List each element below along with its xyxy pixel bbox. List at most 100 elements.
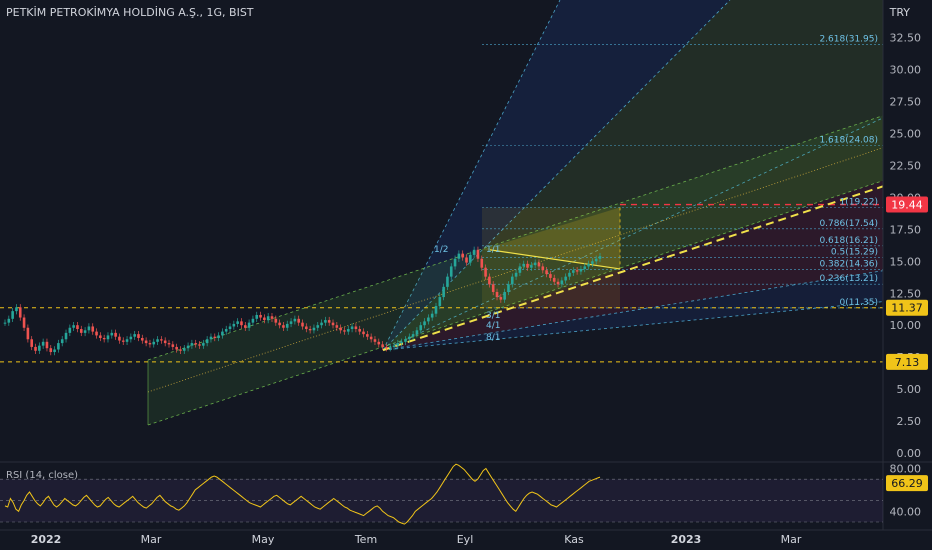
candle-body (79, 329, 83, 333)
candle-body (236, 321, 239, 324)
rsi-value-label: 66.29 (891, 477, 923, 490)
candle-body (560, 280, 564, 285)
gann-fan-sector-3 (383, 117, 883, 351)
candle-body (224, 329, 228, 332)
candle-body (282, 325, 285, 328)
candle-body (327, 320, 331, 323)
candle-body (68, 327, 72, 333)
candle-body (121, 340, 125, 342)
candle-body (141, 337, 144, 341)
candle-body (11, 311, 14, 319)
rsi-value-box (886, 475, 928, 492)
candle-body (396, 343, 400, 346)
candle-body (476, 249, 480, 259)
candle-body (572, 270, 575, 273)
fib-level-label: 0.786(17.54) (819, 219, 878, 229)
time-tick-label: Mar (141, 533, 162, 546)
candle-body (564, 276, 567, 281)
candle-body (160, 339, 163, 341)
candle-body (373, 339, 377, 342)
candle-body (488, 276, 491, 285)
rsi-pane: 80.00 40.00 66.29 (0, 461, 932, 525)
candle-body (41, 341, 45, 346)
rsi-line (4, 463, 601, 525)
candle-body (34, 346, 37, 351)
candle-body (465, 257, 468, 263)
candle-body (179, 349, 182, 351)
candle-body (419, 325, 423, 331)
price-label-box (886, 196, 928, 213)
price-tick-label: 15.00 (890, 255, 922, 268)
candle-body (213, 336, 217, 338)
fib-level-label: 1.618(24.08) (819, 135, 878, 145)
candle-body (175, 346, 178, 350)
candle-body (148, 343, 152, 345)
candle-body (579, 268, 583, 272)
candle-body (415, 330, 419, 335)
candle-body (381, 344, 384, 347)
candle-body (491, 284, 495, 292)
price-tick-label: 10.00 (890, 319, 922, 332)
candle-body (186, 345, 190, 349)
candle-body (125, 339, 129, 342)
gann-label: 1/2 (434, 245, 448, 255)
gann-label: 1/1 (486, 245, 500, 255)
candle-body (598, 256, 602, 259)
candle-body (259, 314, 262, 318)
candle-body (556, 281, 560, 285)
candle-body (15, 307, 18, 312)
candle-body (461, 253, 464, 258)
candle-body (232, 323, 236, 327)
candle-body (343, 330, 346, 332)
candle-body (568, 272, 571, 277)
candle-body (95, 331, 98, 336)
price-label-text: 19.44 (891, 199, 923, 212)
candle-body (423, 321, 426, 326)
candle-body (449, 266, 453, 277)
candle-body (289, 321, 293, 324)
candle-body (156, 339, 159, 342)
candle-body (72, 325, 75, 328)
fib-level-label: 1(19.22) (839, 197, 878, 207)
candle-body (587, 263, 590, 267)
price-tick-label: 25.00 (890, 128, 922, 141)
candle-body (202, 343, 205, 346)
candle-body (507, 284, 510, 292)
candle-body (331, 322, 335, 326)
candle-body (362, 331, 365, 335)
candle-body (312, 327, 316, 331)
candle-body (228, 326, 232, 330)
candle-body (369, 336, 373, 340)
candle-body (91, 326, 95, 332)
price-tick-label: 22.50 (890, 159, 922, 172)
candle-body (339, 327, 342, 331)
rsi-band (0, 479, 883, 522)
price-label-text: 11.37 (891, 302, 923, 315)
gann-fan-line (382, 0, 731, 351)
candle-body (53, 349, 56, 353)
candle-body (537, 262, 541, 267)
candle-body (247, 322, 251, 328)
candle-body (549, 274, 552, 278)
gann-fan-sector-2 (383, 0, 883, 351)
candle-body (305, 326, 308, 330)
candle-body (388, 346, 392, 349)
candle-body (83, 330, 87, 333)
candle-body (190, 343, 194, 346)
candle-body (503, 291, 506, 300)
candle-body (472, 249, 476, 255)
candle-body (438, 297, 442, 307)
candle-body (552, 277, 556, 282)
candle-body (266, 316, 270, 321)
drawing-layer (0, 0, 883, 426)
triangle-upper-line (489, 249, 621, 270)
candle-body (469, 254, 472, 263)
price-tick-label: 5.00 (897, 383, 922, 396)
fib-level-label: 0.5(15.29) (831, 248, 878, 258)
currency-label: TRY (889, 6, 910, 19)
candle-body (110, 332, 114, 336)
candle-body (591, 261, 594, 264)
price-axis: 32.5030.0027.5025.0022.5020.0017.5015.00… (882, 0, 928, 530)
candle-body (144, 340, 148, 344)
